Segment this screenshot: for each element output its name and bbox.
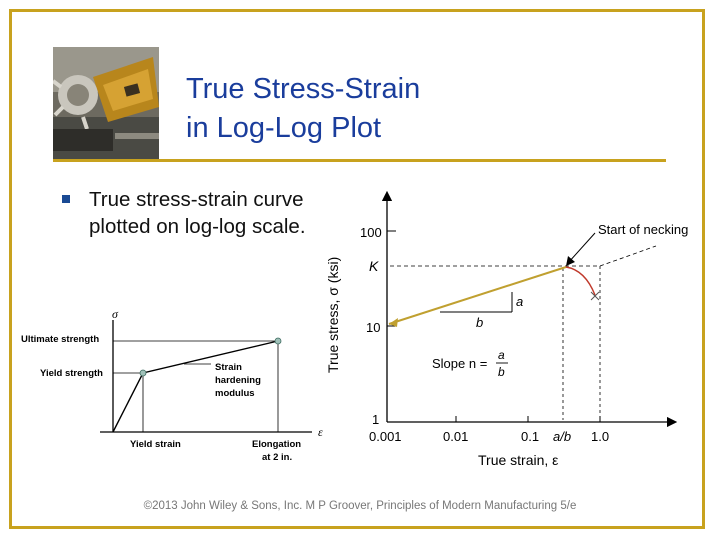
x-tick-label-0001: 0.001 — [369, 429, 402, 444]
elongation-label-1: Elongation — [252, 439, 301, 450]
ultimate-strength-label: Ultimate strength — [21, 334, 99, 345]
y-tick-label-1: 1 — [372, 412, 379, 427]
fracture-point — [274, 337, 282, 345]
necking-label: Start of necking — [598, 222, 688, 237]
strain-hardening-label-3: modulus — [215, 388, 255, 399]
title-underline — [53, 159, 666, 162]
elongation-label-2: at 2 in. — [262, 452, 292, 463]
yield-strength-label: Yield strength — [40, 368, 103, 379]
slope-label: Slope n = — [432, 356, 487, 371]
title-line-2: in Log-Log Plot — [186, 112, 382, 144]
eng-y-axis-label: σ — [112, 307, 119, 321]
machining-tool-photo — [53, 47, 159, 159]
yield-point — [139, 369, 147, 377]
slide-title: True Stress-Strain in Log-Log Plot — [186, 70, 420, 148]
loglog-y-axis-label: True stress, σ (ksi) — [325, 257, 341, 373]
triangle-b-label: b — [476, 315, 483, 330]
fracture-marker — [590, 291, 600, 301]
extrapolation-dashed-line — [599, 245, 657, 267]
slope-denominator: b — [498, 365, 505, 379]
loglog-diagram: True stress, σ (ksi) True strain, ε 100 … — [325, 190, 688, 468]
eng-x-axis-label: ε — [318, 425, 323, 439]
copyright-footer: ©2013 John Wiley & Sons, Inc. M P Groove… — [143, 500, 577, 512]
y-tick-label-10: 10 — [366, 320, 380, 335]
necking-curve — [565, 266, 596, 296]
bullet-text: True stress‑strain curve plotted on log‑… — [89, 188, 306, 238]
bullet-icon — [62, 195, 70, 203]
strain-hardening-label-2: hardening — [215, 375, 261, 386]
necking-arrowhead — [566, 256, 575, 266]
flow-curve — [388, 266, 567, 325]
necking-pointer — [567, 232, 596, 264]
curve-arrowhead — [389, 318, 398, 327]
eng-curve — [112, 340, 279, 433]
y-tick-label-k: K — [369, 258, 379, 274]
yield-strain-label: Yield strain — [130, 439, 181, 450]
x-tick-label-001: 0.01 — [443, 429, 468, 444]
strain-hardening-label-1: Strain — [215, 362, 242, 373]
x-tick-label-1: 1.0 — [591, 429, 609, 444]
x-tick-label-ab: a/b — [553, 429, 571, 444]
title-line-1: True Stress-Strain — [186, 73, 421, 105]
slope-numerator: a — [498, 348, 505, 362]
slide-frame — [9, 9, 705, 529]
loglog-x-axis-label: True strain, ε — [478, 452, 558, 468]
triangle-a-label: a — [516, 294, 523, 309]
y-tick-label-100: 100 — [360, 225, 382, 240]
engineering-stress-strain-diagram: σ ε Ultimate strength Yield strength Str… — [21, 307, 323, 463]
x-tick-label-01: 0.1 — [521, 429, 539, 444]
